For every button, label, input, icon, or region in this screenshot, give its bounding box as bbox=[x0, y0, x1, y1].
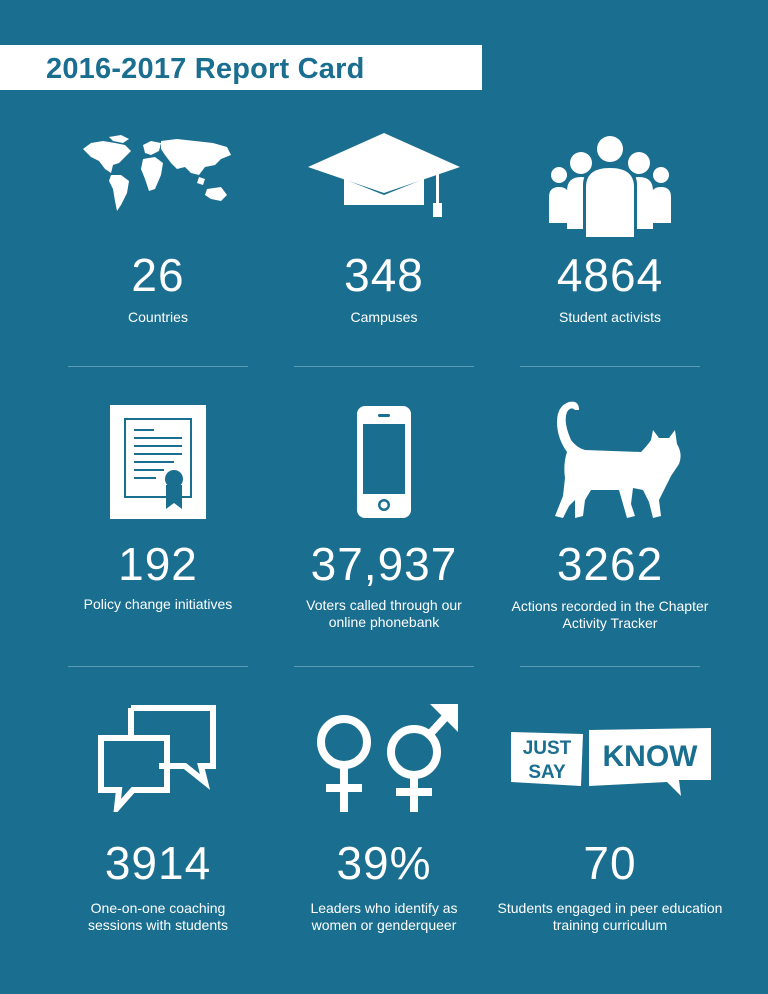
divider bbox=[68, 666, 248, 667]
stat-value: 192 bbox=[118, 538, 198, 590]
stat-value: 3262 bbox=[556, 538, 664, 590]
stat-label: Policy change initiatives bbox=[83, 596, 233, 612]
page-title: 2016-2017 Report Card bbox=[46, 53, 365, 85]
stat-label: One-on-one coaching sessions with studen… bbox=[87, 900, 229, 933]
certificate-icon bbox=[45, 405, 271, 519]
stat-label: Actions recorded in the Chapter Activity… bbox=[511, 598, 709, 631]
world-map-icon bbox=[45, 135, 271, 213]
logo-say-text: SAY bbox=[528, 762, 566, 783]
stat-label: Campuses bbox=[350, 309, 418, 325]
stat-label: Leaders who identify as women or genderq… bbox=[310, 900, 458, 933]
cat-icon bbox=[497, 400, 723, 522]
title-bar: 2016-2017 Report Card bbox=[0, 45, 482, 90]
divider bbox=[68, 366, 248, 367]
divider bbox=[294, 366, 474, 367]
divider bbox=[520, 366, 700, 367]
divider bbox=[294, 666, 474, 667]
stat-value: 39% bbox=[336, 837, 432, 889]
stat-value: 70 bbox=[583, 837, 637, 889]
smartphone-icon bbox=[271, 406, 497, 518]
stat-label: Voters called through our online phoneba… bbox=[306, 597, 462, 630]
chat-bubbles-icon bbox=[45, 702, 271, 812]
stat-value: 37,937 bbox=[310, 538, 458, 590]
stat-label: Students engaged in peer education train… bbox=[497, 900, 723, 933]
stat-value: 348 bbox=[344, 249, 424, 301]
logo-know-text: KNOW bbox=[603, 740, 699, 773]
gender-symbols-icon bbox=[271, 700, 497, 816]
stat-value: 26 bbox=[131, 249, 185, 301]
stat-label: Student activists bbox=[559, 309, 661, 325]
stat-value: 3914 bbox=[104, 837, 212, 889]
logo-just-text: JUST bbox=[523, 738, 572, 759]
just-say-know-logo: JUST SAY KNOW bbox=[497, 726, 723, 800]
people-group-icon bbox=[497, 133, 723, 237]
stat-value: 4864 bbox=[556, 249, 664, 301]
graduation-cap-icon bbox=[271, 133, 497, 219]
stat-label: Countries bbox=[128, 309, 188, 325]
divider bbox=[520, 666, 700, 667]
